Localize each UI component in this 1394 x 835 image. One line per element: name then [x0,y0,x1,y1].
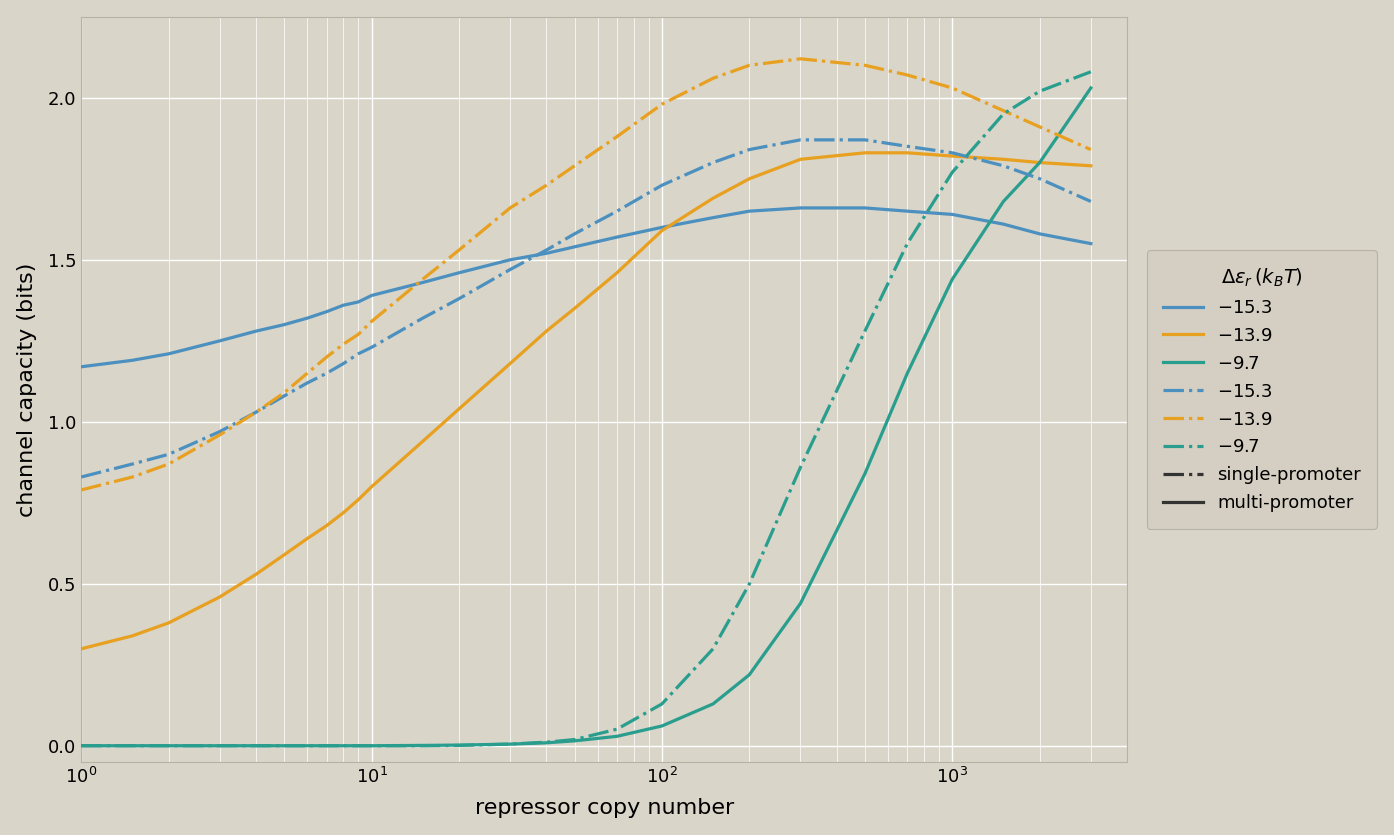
X-axis label: repressor copy number: repressor copy number [474,798,733,818]
Y-axis label: channel capacity (bits): channel capacity (bits) [17,262,36,517]
Legend: $-15.3$, $-13.9$, $-9.7$, $-15.3$, $-13.9$, $-9.7$, single-promoter, multi-promo: $-15.3$, $-13.9$, $-9.7$, $-15.3$, $-13.… [1147,250,1377,529]
